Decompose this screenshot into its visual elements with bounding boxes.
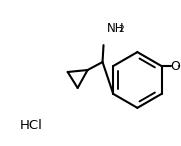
Text: HCl: HCl [20,119,43,132]
Text: NH: NH [106,22,124,35]
Text: O: O [171,60,180,73]
Text: 2: 2 [118,25,124,34]
